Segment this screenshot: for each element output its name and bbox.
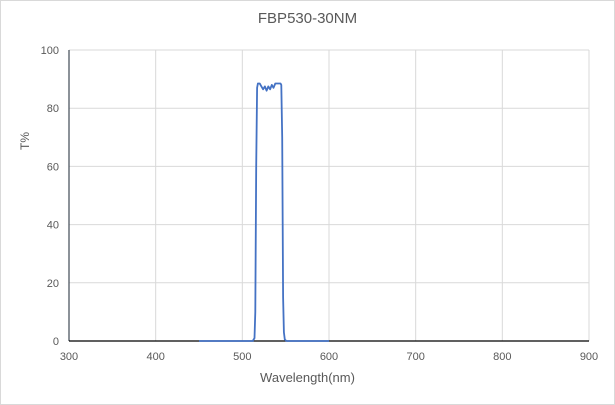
y-tick-label: 40 [47,220,59,232]
tick-labels: 0 20 40 60 80 100 300 400 500 600 700 800 900 [41,45,599,363]
y-tick-label: 100 [41,45,59,57]
x-tick-label: 300 [60,351,78,363]
x-tick-label: 900 [580,351,598,363]
x-tick-label: 500 [233,351,251,363]
gridlines [69,49,590,341]
y-tick-label: 0 [53,336,59,348]
chart-title: FBP530-30NM [257,10,358,27]
x-axis-label: Wavelength(nm) [260,370,355,385]
data-series [199,82,329,342]
x-tick-label: 800 [493,351,511,363]
x-tick-label: 600 [320,351,338,363]
y-tick-label: 80 [47,103,59,115]
x-tick-label: 700 [406,351,424,363]
x-tick-label: 400 [146,351,164,363]
y-tick-label: 60 [47,161,59,173]
transmission-curve [199,82,329,342]
y-tick-label: 20 [47,278,59,290]
